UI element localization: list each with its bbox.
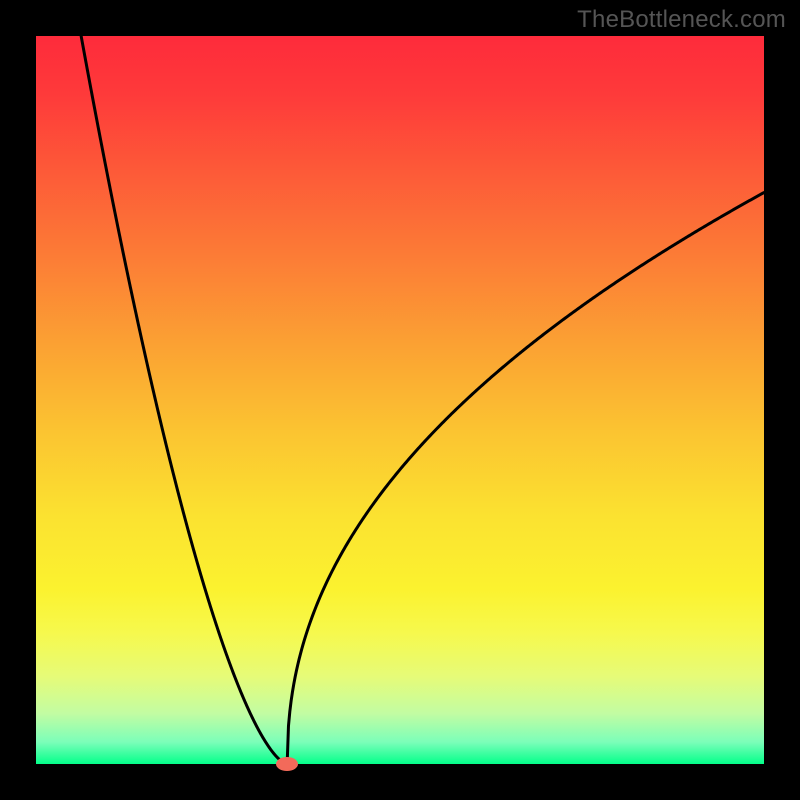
- watermark-text: TheBottleneck.com: [577, 6, 786, 34]
- figure-root: TheBottleneck.com: [0, 0, 800, 800]
- plot-area: [36, 36, 764, 764]
- minimum-marker: [276, 757, 298, 771]
- bottleneck-curve: [36, 36, 764, 764]
